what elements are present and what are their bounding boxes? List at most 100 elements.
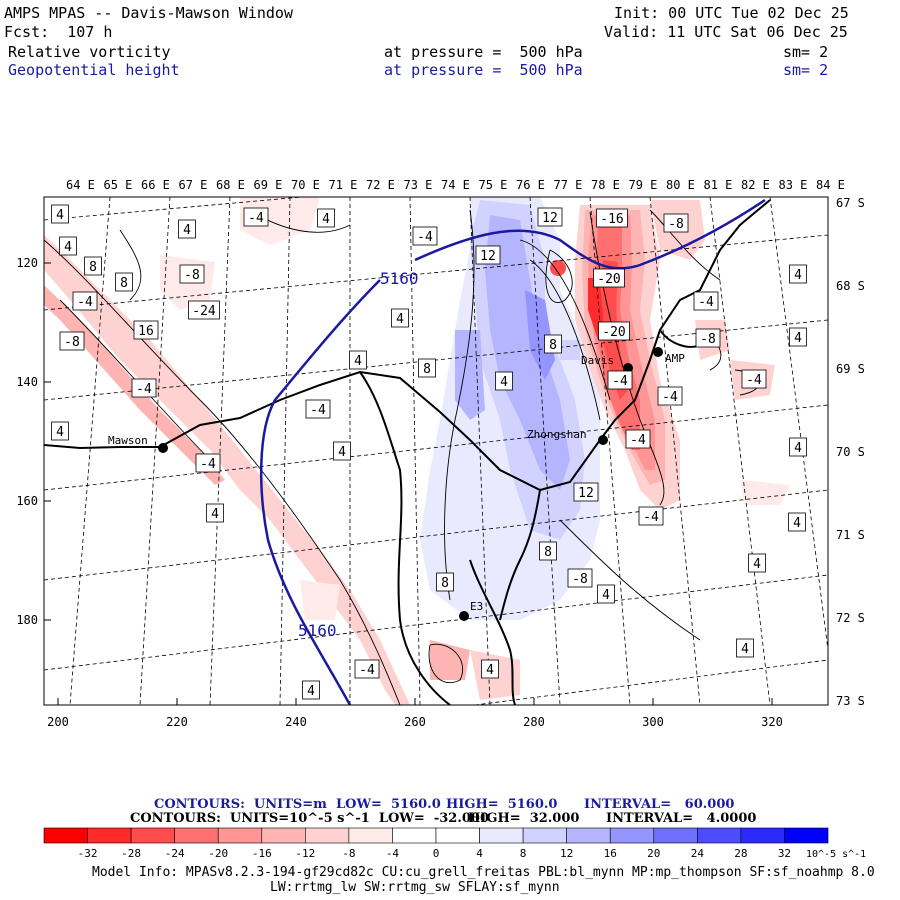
lat-label: 68 S — [836, 279, 865, 293]
latitude-labels: 67 S 68 S 69 S 70 S 71 S 72 S 73 S — [836, 196, 865, 708]
height-legend-label: CONTOURS: UNITS=m LOW= 5160.0 — [154, 797, 441, 812]
vorticity-label: 4 — [741, 642, 749, 657]
colorbar-cell — [653, 827, 698, 844]
model-physics: LW:rrtmg_lw SW:rrtmg_sw SFLAY:sf_mynn — [270, 880, 560, 895]
colorbar-label: -12 — [295, 847, 315, 860]
lat-label: 73 S — [836, 694, 865, 708]
station-label: Davis — [581, 354, 614, 367]
x-axis-ticks: 200 220 240 260 280 300 320 — [47, 698, 783, 729]
vorticity-label-box — [573, 482, 599, 502]
vorticity-label-box — [736, 638, 754, 658]
colorbar-cell — [217, 827, 263, 844]
vorticity-label-box — [418, 358, 436, 378]
field1-name: Relative vorticity — [8, 43, 171, 61]
field2-level: at pressure = 500 hPa — [384, 61, 583, 79]
vorticity-label: -4 — [630, 433, 646, 448]
height-legend-interval: INTERVAL= 60.000 — [584, 797, 735, 812]
vorticity-label: -16 — [600, 212, 623, 227]
colorbar-cell — [174, 827, 219, 844]
vorticity-label: -4 — [359, 663, 375, 678]
vorticity-label: 4 — [753, 557, 761, 572]
vorticity-label-box — [243, 207, 269, 227]
x-tick-label: 260 — [404, 715, 426, 729]
lon-label: 79 E — [629, 178, 658, 192]
field1-smoothing: sm= 2 — [783, 43, 829, 61]
vorticity-label-box — [789, 264, 807, 284]
vorticity-label-box — [178, 219, 196, 239]
y-tick-label: 160 — [16, 494, 38, 508]
vorticity-label: 8 — [89, 260, 97, 275]
vorticity-label: 4 — [794, 268, 802, 283]
y-tick-label: 120 — [16, 256, 38, 270]
vorticity-label-box — [789, 327, 807, 347]
colorbar-cell — [609, 827, 655, 844]
vorticity-label: 4 — [56, 425, 64, 440]
vorticity-label-box — [741, 369, 767, 389]
vorticity-label-box — [789, 437, 807, 457]
lon-label: 68 E — [216, 178, 245, 192]
x-tick-label: 240 — [285, 715, 307, 729]
lon-label: 78 E — [591, 178, 620, 192]
station-labels: Mawson Zhongshan Davis AMP E3 — [108, 352, 685, 613]
vorticity-label-box — [305, 399, 331, 419]
vorticity-label: 4 — [211, 507, 219, 522]
vorticity-label-box — [206, 503, 224, 523]
station-label: Mawson — [108, 434, 148, 447]
lon-label: 72 E — [366, 178, 395, 192]
vorticity-label-box — [51, 204, 69, 224]
colorbar-label: 20 — [647, 847, 660, 860]
vorticity-label-box — [663, 213, 689, 233]
vorticity-label: 12 — [578, 486, 594, 501]
vorticity-label-box — [131, 378, 157, 398]
y-tick-label: 180 — [16, 613, 38, 627]
vorticity-label: 4 — [338, 445, 346, 460]
vorticity-label: -4 — [417, 230, 433, 245]
colorbar-cell — [87, 827, 132, 844]
lat-label: 67 S — [836, 196, 865, 210]
colorbar-label: 8 — [520, 847, 527, 860]
colorbar-cell — [479, 827, 524, 844]
vorticity-label-box — [188, 300, 220, 320]
x-tick-label: 200 — [47, 715, 69, 729]
station-label: E3 — [470, 600, 483, 613]
colorbar-label: 28 — [734, 847, 747, 860]
height-label: 5160 — [380, 269, 419, 288]
vort-legend-interval: INTERVAL= 4.0000 — [606, 811, 757, 826]
vorticity-label-box — [657, 386, 683, 406]
vorticity-label: -4 — [612, 374, 628, 389]
vorticity-label-box — [544, 334, 562, 354]
vorticity-label: 4 — [793, 516, 801, 531]
vorticity-label: 4 — [602, 588, 610, 603]
vorticity-label-box — [436, 572, 454, 592]
lon-label: 76 E — [516, 178, 545, 192]
height-contour-labels: 5160 5160 — [298, 269, 419, 640]
vorticity-label-box — [537, 207, 563, 227]
vorticity-label: -4 — [662, 390, 678, 405]
model-info: Model Info: MPASv8.2.3-194-gf29cd82c CU:… — [92, 865, 875, 880]
vorticity-label-box — [475, 245, 501, 265]
colorbar-cell — [43, 827, 88, 844]
colorbar-cell — [566, 827, 611, 844]
lon-label: 77 E — [554, 178, 583, 192]
vorticity-label-box — [133, 320, 159, 340]
vorticity-label: 4 — [322, 212, 330, 227]
init-time: Init: 00 UTC Tue 02 Dec 25 — [614, 4, 849, 22]
vorticity-label: -8 — [572, 572, 588, 587]
vorticity-label-box — [354, 659, 380, 679]
lon-label: 74 E — [441, 178, 470, 192]
lon-label: 83 E — [779, 178, 808, 192]
plot-title: AMPS MPAS -- Davis-Mawson Window — [4, 4, 293, 22]
height-legend-high: HIGH= 5160.0 — [446, 797, 558, 812]
vorticity-label: -20 — [602, 325, 625, 340]
colorbar-label: -16 — [252, 847, 272, 860]
vorticity-label: -20 — [597, 272, 620, 287]
vorticity-label: -4 — [77, 295, 93, 310]
vorticity-label: 12 — [480, 249, 496, 264]
vorticity-label-box — [59, 236, 77, 256]
colorbar-cell — [784, 827, 829, 844]
vorticity-label: 4 — [794, 441, 802, 456]
vorticity-label: 16 — [138, 324, 154, 339]
vorticity-label-box — [179, 264, 205, 284]
lat-lon-grid — [44, 197, 828, 705]
